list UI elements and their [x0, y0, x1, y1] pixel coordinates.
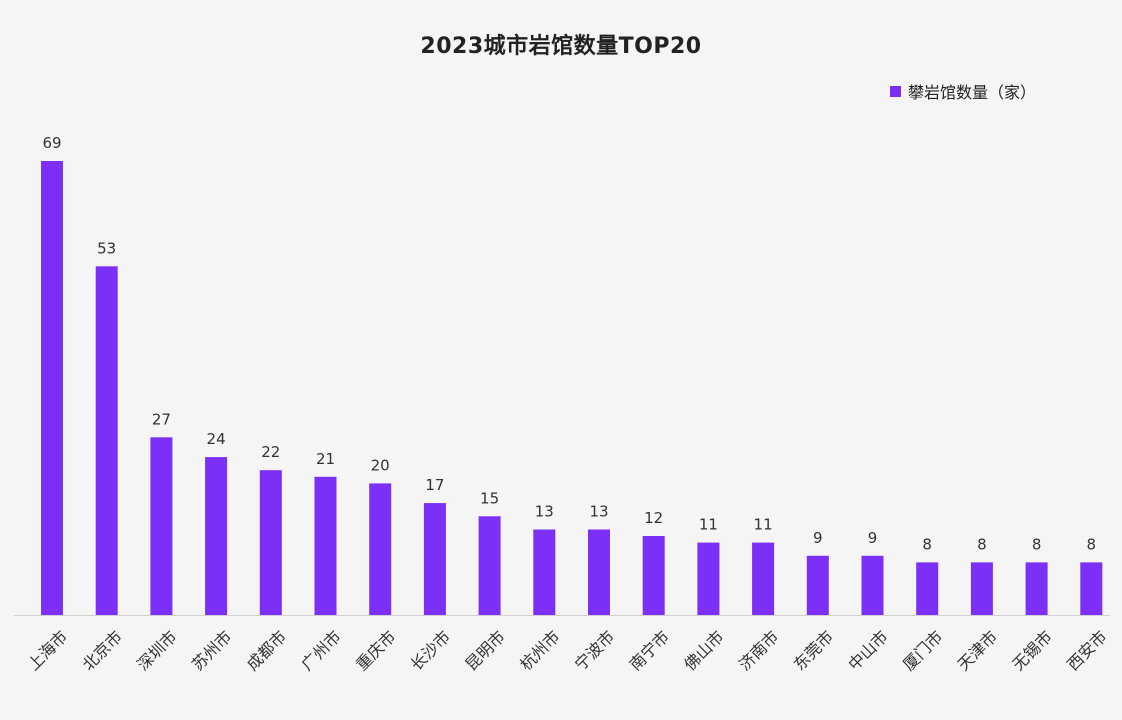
value-label-8: 15 [480, 489, 499, 507]
category-label-17: 天津市 [954, 627, 1001, 674]
category-label-0: 上海市 [24, 627, 71, 674]
category-label-19: 西安市 [1063, 627, 1110, 674]
value-label-17: 8 [977, 535, 987, 553]
bar-10 [588, 529, 610, 615]
value-label-1: 53 [97, 239, 116, 257]
value-label-5: 21 [316, 450, 335, 468]
category-label-13: 济南市 [735, 627, 782, 674]
bars-layer [41, 161, 1103, 615]
category-label-4: 成都市 [243, 627, 290, 674]
value-labels-layer: 69 53 27 24 22 21 20 17 15 13 13 12 11 11 9 9 8 8 8 8 [42, 134, 1096, 553]
value-label-9: 13 [535, 503, 554, 521]
bar-5 [314, 476, 337, 615]
value-label-13: 11 [754, 516, 773, 534]
value-label-3: 24 [207, 430, 226, 448]
category-label-18: 无锡市 [1009, 627, 1056, 674]
value-label-12: 11 [699, 516, 718, 534]
value-label-7: 17 [425, 476, 444, 494]
category-label-10: 宁波市 [571, 627, 618, 674]
bar-8 [478, 516, 501, 615]
value-label-0: 69 [42, 134, 61, 152]
bar-2 [150, 437, 173, 615]
category-label-12: 佛山市 [680, 627, 727, 674]
bar-3 [205, 457, 228, 615]
chart-title: 2023城市岩馆数量TOP20 [420, 34, 702, 59]
legend-swatch [890, 85, 901, 97]
bar-18 [1025, 562, 1048, 615]
category-label-7: 长沙市 [407, 627, 454, 674]
value-label-4: 22 [261, 443, 280, 461]
category-label-6: 重庆市 [352, 627, 399, 674]
category-label-5: 广州市 [297, 627, 344, 674]
category-label-14: 东莞市 [790, 627, 837, 674]
bar-17 [970, 562, 993, 615]
bar-13 [752, 542, 775, 615]
value-label-6: 20 [371, 456, 390, 474]
category-label-8: 昆明市 [462, 627, 509, 674]
value-label-2: 27 [152, 410, 171, 428]
value-label-15: 9 [868, 529, 878, 547]
value-label-18: 8 [1032, 535, 1042, 553]
bar-7 [423, 503, 446, 615]
category-label-11: 南宁市 [626, 627, 673, 674]
value-label-19: 8 [1087, 535, 1097, 553]
bar-19 [1080, 562, 1103, 615]
value-label-11: 12 [644, 509, 663, 527]
value-label-16: 8 [922, 535, 932, 553]
value-label-10: 13 [589, 503, 608, 521]
category-label-2: 深圳市 [133, 627, 180, 674]
legend-label: 攀岩馆数量（家） [908, 83, 1037, 102]
bar-16 [916, 562, 939, 615]
bar-4 [259, 470, 282, 615]
bar-14 [806, 555, 829, 615]
category-label-15: 中山市 [844, 627, 891, 674]
category-label-3: 苏州市 [188, 627, 235, 674]
value-label-14: 9 [813, 529, 823, 547]
bar-0 [41, 161, 63, 615]
bar-15 [861, 555, 884, 615]
category-label-16: 厦门市 [899, 627, 946, 674]
legend: 攀岩馆数量（家） [890, 79, 1036, 103]
bar-11 [642, 536, 665, 615]
bar-1 [95, 266, 118, 615]
bar-6 [369, 483, 392, 615]
bar-9 [533, 529, 556, 615]
bar-12 [697, 542, 720, 615]
category-labels-layer: 上海市 北京市 深圳市 苏州市 成都市 广州市 重庆市 长沙市 昆明市 杭州市 宁波市 南宁市 佛山市济… [24, 627, 1111, 674]
category-label-1: 北京市 [79, 627, 126, 674]
category-label-9: 杭州市 [516, 627, 563, 674]
